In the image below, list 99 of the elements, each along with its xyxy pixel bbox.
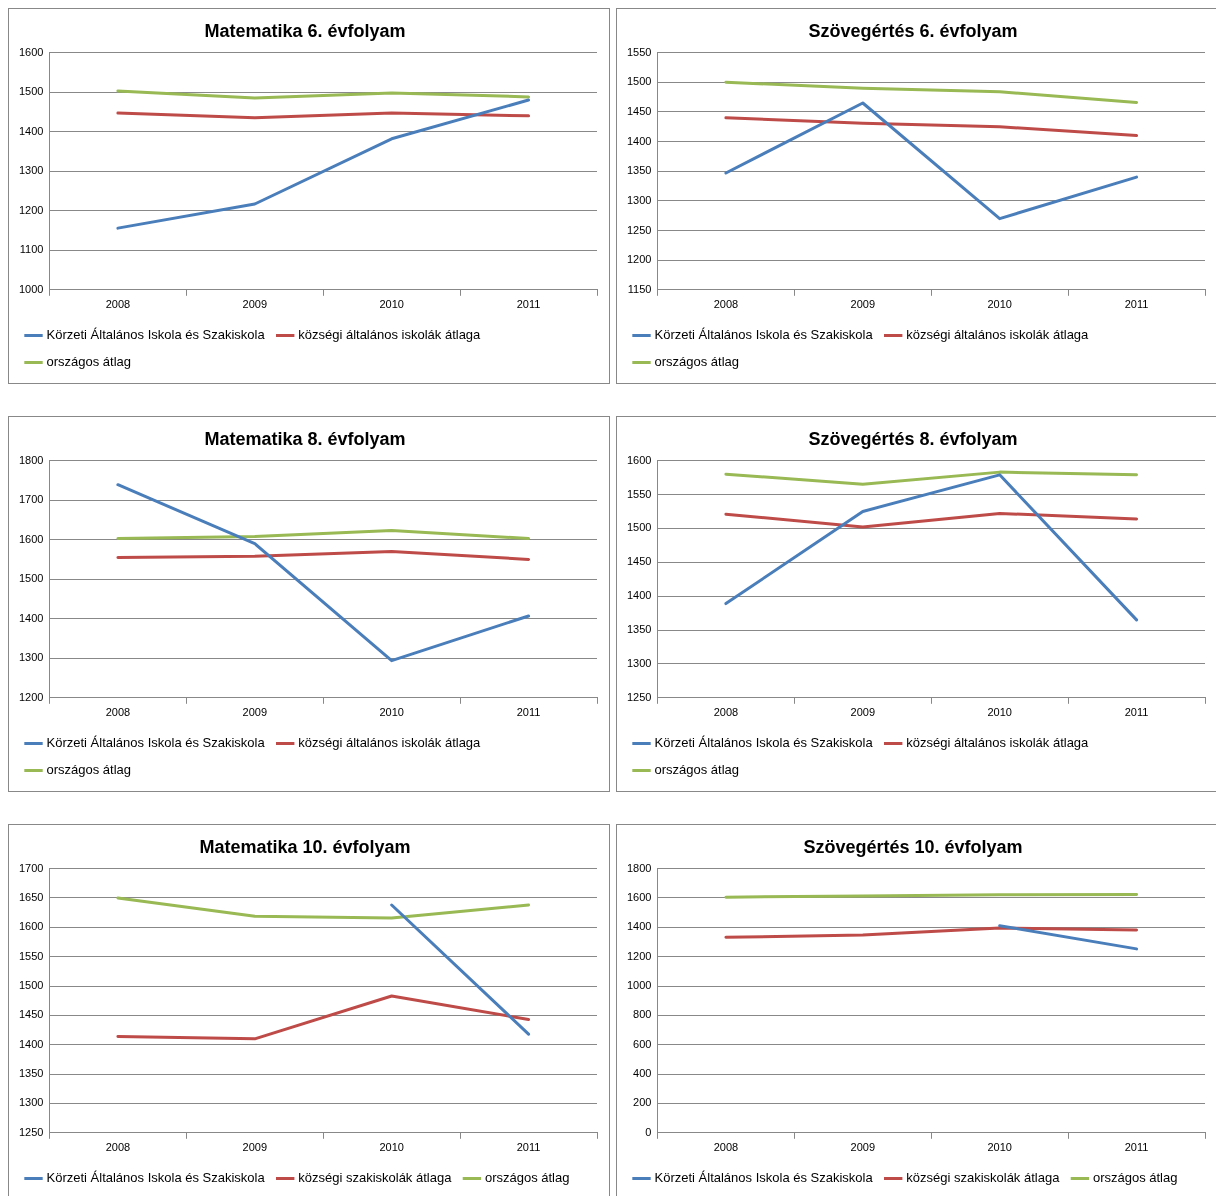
x-tick-label: 2008 <box>713 298 739 311</box>
legend-label: községi általános iskolák átlaga <box>298 327 482 343</box>
legend-label: országos átlag <box>654 354 740 370</box>
y-tick-label: 1000 <box>18 282 44 295</box>
y-tick-label: 1550 <box>18 949 44 962</box>
x-tick-label: 2010 <box>379 706 404 719</box>
y-tick-label: 1500 <box>18 85 44 98</box>
y-tick-label: 1450 <box>626 555 652 568</box>
y-tick-label: 1350 <box>626 623 652 636</box>
y-tick-label: 1200 <box>18 690 44 703</box>
x-tick-label: 2009 <box>850 298 876 311</box>
x-tick-label: 2008 <box>105 298 131 311</box>
x-tick-label: 2009 <box>850 1141 876 1154</box>
x-tick-label: 2008 <box>713 706 739 719</box>
y-tick-label: 1700 <box>18 493 44 506</box>
legend-label: községi általános iskolák átlaga <box>298 735 482 751</box>
y-tick-label: 1400 <box>626 134 652 147</box>
legend-label: Körzeti Általános Iskola és Szakiskola <box>46 735 266 751</box>
y-tick-label: 1400 <box>626 920 652 933</box>
x-tick-label: 2011 <box>1124 706 1149 719</box>
y-tick-label: 1250 <box>626 223 652 236</box>
y-tick-label: 1600 <box>18 532 44 545</box>
legend-label: országos átlag <box>1092 1170 1178 1186</box>
chart-title: Matematika 10. évfolyam <box>199 836 411 857</box>
y-tick-label: 1600 <box>18 920 44 933</box>
y-tick-label: 1300 <box>18 651 44 664</box>
y-tick-label: 600 <box>633 1037 652 1050</box>
y-tick-label: 1000 <box>626 979 652 992</box>
y-tick-label: 1300 <box>626 193 652 206</box>
y-tick-label: 1350 <box>18 1067 44 1080</box>
legend-label: Körzeti Általános Iskola és Szakiskola <box>654 327 874 343</box>
x-tick-label: 2011 <box>516 706 541 719</box>
x-tick-label: 2008 <box>105 1141 131 1154</box>
x-tick-label: 2010 <box>987 298 1012 311</box>
chart-title: Matematika 8. évfolyam <box>204 428 406 449</box>
y-tick-label: 1800 <box>18 453 44 466</box>
y-tick-label: 1500 <box>18 979 44 992</box>
y-tick-label: 1300 <box>18 1096 44 1109</box>
chart-title: Szövegértés 6. évfolyam <box>808 20 1018 41</box>
x-tick-label: 2011 <box>516 1141 541 1154</box>
y-tick-label: 1150 <box>627 282 652 295</box>
y-tick-label: 1250 <box>18 1125 44 1138</box>
x-tick-label: 2010 <box>987 706 1012 719</box>
y-tick-label: 1600 <box>626 890 652 903</box>
x-tick-label: 2008 <box>105 706 131 719</box>
chart-title: Szövegértés 8. évfolyam <box>808 428 1018 449</box>
legend-label: Körzeti Általános Iskola és Szakiskola <box>654 1170 874 1186</box>
y-tick-label: 1100 <box>19 243 44 256</box>
y-tick-label: 1300 <box>18 164 44 177</box>
x-tick-label: 2009 <box>850 706 876 719</box>
y-tick-label: 1700 <box>18 861 44 874</box>
y-tick-label: 1400 <box>18 124 44 137</box>
y-tick-label: 1200 <box>626 253 652 266</box>
legend-label: országos átlag <box>654 762 740 778</box>
legend-label: Körzeti Általános Iskola és Szakiskola <box>46 327 266 343</box>
legend-label: községi szakiskolák átlaga <box>906 1170 1061 1186</box>
legend-label: községi általános iskolák átlaga <box>906 327 1090 343</box>
y-tick-label: 1650 <box>18 890 44 903</box>
legend-label: országos átlag <box>484 1170 570 1186</box>
y-tick-label: 1800 <box>626 861 652 874</box>
y-tick-label: 1500 <box>626 521 652 534</box>
x-tick-label: 2010 <box>379 298 404 311</box>
y-tick-label: 800 <box>633 1008 652 1021</box>
legend-label: községi általános iskolák átlaga <box>906 735 1090 751</box>
y-tick-label: 1550 <box>626 45 652 58</box>
legend-label: községi szakiskolák átlaga <box>298 1170 453 1186</box>
y-tick-label: 400 <box>633 1067 652 1080</box>
legend-label: Körzeti Általános Iskola és Szakiskola <box>46 1170 266 1186</box>
y-tick-label: 1400 <box>626 589 652 602</box>
x-tick-label: 2011 <box>1124 298 1149 311</box>
chart-title: Matematika 6. évfolyam <box>204 20 406 41</box>
y-tick-label: 1400 <box>18 1037 44 1050</box>
x-tick-label: 2009 <box>242 298 268 311</box>
x-tick-label: 2011 <box>1124 1141 1149 1154</box>
x-tick-label: 2009 <box>242 706 268 719</box>
legend-label: Körzeti Általános Iskola és Szakiskola <box>654 735 874 751</box>
y-tick-label: 1200 <box>626 949 652 962</box>
y-tick-label: 1450 <box>626 104 652 117</box>
y-tick-label: 1550 <box>626 487 652 500</box>
x-tick-label: 2009 <box>242 1141 268 1154</box>
x-tick-label: 2011 <box>516 298 541 311</box>
legend-label: országos átlag <box>46 354 132 370</box>
x-tick-label: 2010 <box>987 1141 1012 1154</box>
x-tick-label: 2010 <box>379 1141 404 1154</box>
x-tick-label: 2008 <box>713 1141 739 1154</box>
chart-title: Szövegértés 10. évfolyam <box>803 836 1023 857</box>
y-tick-label: 1350 <box>626 164 652 177</box>
y-tick-label: 1600 <box>18 45 44 58</box>
y-tick-label: 1300 <box>626 656 652 669</box>
y-tick-label: 1600 <box>626 453 652 466</box>
y-tick-label: 1500 <box>626 75 652 88</box>
y-tick-label: 1250 <box>626 690 652 703</box>
legend-label: országos átlag <box>46 762 132 778</box>
y-tick-label: 1500 <box>18 572 44 585</box>
y-tick-label: 200 <box>633 1096 652 1109</box>
y-tick-label: 1450 <box>18 1008 44 1021</box>
y-tick-label: 1200 <box>18 203 44 216</box>
y-tick-label: 0 <box>645 1125 652 1138</box>
y-tick-label: 1400 <box>18 611 44 624</box>
